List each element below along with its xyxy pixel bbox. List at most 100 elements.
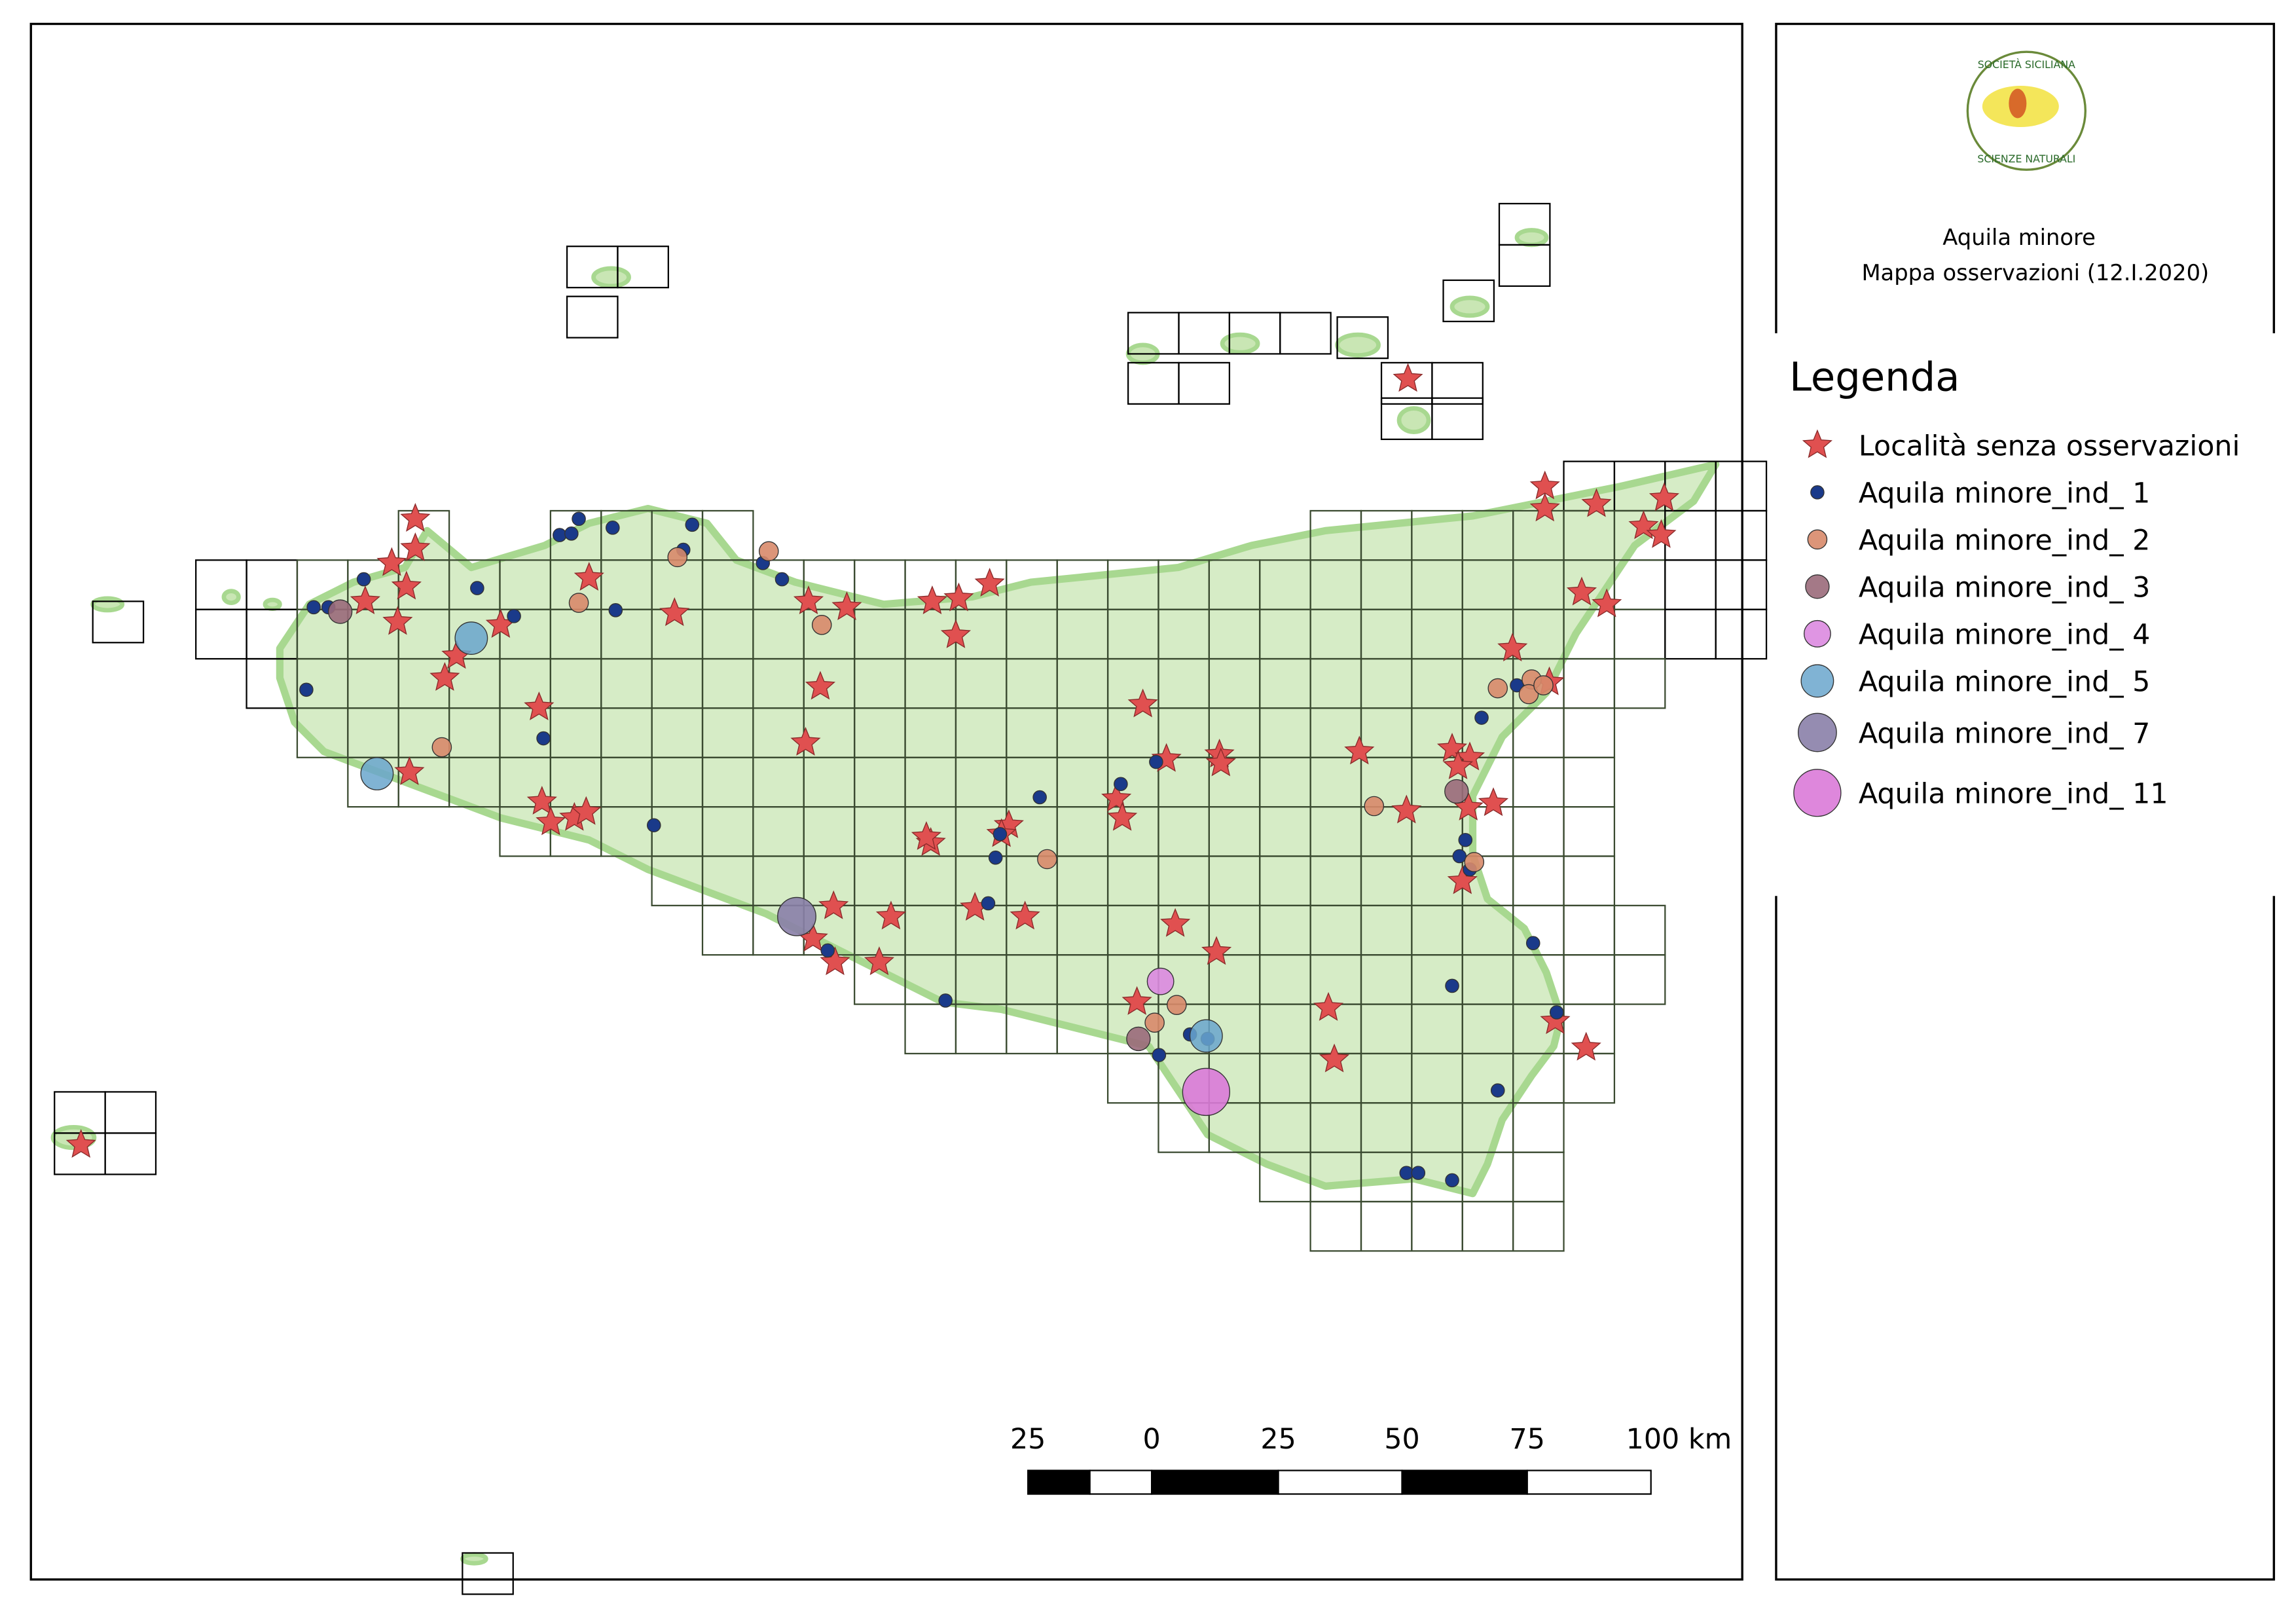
legend-label: Aquila minore_ind_ 3 [1859,572,2150,604]
point-marker [568,593,589,613]
islet [460,1552,488,1566]
star-marker [524,691,555,720]
grid-cell [1431,397,1484,440]
point-marker [1510,678,1524,693]
legend-label: Aquila minore_ind_ 11 [1859,778,2168,811]
star-marker [911,821,941,850]
point-marker [1399,1166,1414,1180]
grid-cell [1336,316,1389,360]
star-marker [793,585,824,614]
point-marker [1533,675,1554,695]
star-marker [536,806,566,836]
map-subtitle: Mappa osservazioni (12.I.2020) [1861,260,2209,286]
star-marker [875,900,907,930]
islet [1335,332,1381,358]
point-marker [356,572,371,587]
point-marker [1411,1166,1426,1180]
grid-cell [1715,608,1768,660]
star-marker [820,946,850,976]
star-marker [65,1129,96,1158]
grid-cell [462,1552,514,1595]
point-marker [1167,995,1187,1015]
star-marker [1393,363,1423,392]
point-marker [1149,754,1163,769]
scale-segment [1401,1469,1528,1495]
star-marker [400,532,431,561]
star-marker [790,726,821,756]
grid-cell [104,1132,157,1175]
scale-label: 0 [1143,1423,1161,1456]
grid-cell [617,246,669,289]
point-marker [454,621,488,655]
islet [90,596,125,613]
star-marker [659,597,690,626]
scale-segment [1526,1469,1652,1495]
star-marker [376,547,407,576]
point-marker [1146,967,1175,995]
point-marker [1445,1173,1459,1188]
grid [54,202,1768,1595]
point-marker [1445,978,1459,993]
point-marker [667,547,688,568]
scale-label: 25 [1010,1423,1046,1456]
star-marker [1442,750,1474,779]
point-marker [1518,684,1539,705]
scale-segment [1089,1469,1153,1495]
star-marker [400,503,431,532]
star-marker [394,756,425,785]
star-marker [1107,802,1138,831]
legend-label: Aquila minore_ind_ 4 [1859,619,2150,652]
islet [1396,406,1431,434]
map-title: Aquila minore [1942,225,2096,250]
point-marker [553,528,567,542]
point-marker [1800,664,1834,698]
point-marker [1810,485,1825,500]
point-marker [608,603,623,618]
point-marker [1805,574,1830,599]
star-marker [1566,576,1597,606]
star-marker [818,890,849,919]
star-marker [1478,787,1509,817]
star-marker [1581,488,1612,517]
point-marker [536,731,551,746]
point-marker [1490,1083,1505,1098]
point-marker [507,609,521,623]
logo-butterfly [2009,88,2027,119]
grid-cell [1613,657,1666,709]
point-marker [774,572,790,587]
point-marker [1444,779,1469,804]
point-marker [327,599,353,624]
grid-cell [1178,361,1231,405]
islet [1514,228,1549,248]
point-marker [988,850,1003,865]
grid-cell [1279,312,1332,355]
point-marker [1807,529,1828,550]
point-marker [1182,1067,1231,1116]
star-marker [1121,986,1152,1015]
point-marker [993,826,1008,841]
legend-label: Aquila minore_ind_ 2 [1859,525,2150,557]
point-marker [1032,790,1047,805]
markers [65,363,1679,1188]
star-marker [943,582,974,612]
scale-label: 100 km [1626,1423,1732,1456]
star-marker [1101,783,1132,812]
point-marker [572,511,586,526]
star-marker [1646,519,1677,548]
legend-label: Località senza osservazioni [1859,430,2240,463]
star-marker [805,671,836,700]
islet [221,589,241,605]
legend-items: Località senza osservazioni Aquila minore… [1793,429,2240,817]
star-marker [350,585,380,614]
star-marker [1344,735,1375,765]
point-marker [1803,619,1831,648]
legend-label: Aquila minore_ind_ 5 [1859,666,2150,699]
star-marker [917,585,947,614]
point-marker [685,517,700,532]
point-marker [820,943,835,958]
star-marker [574,562,604,591]
star-marker [1592,588,1622,618]
grid-cell [1498,244,1551,287]
scale-segment [1027,1469,1091,1495]
